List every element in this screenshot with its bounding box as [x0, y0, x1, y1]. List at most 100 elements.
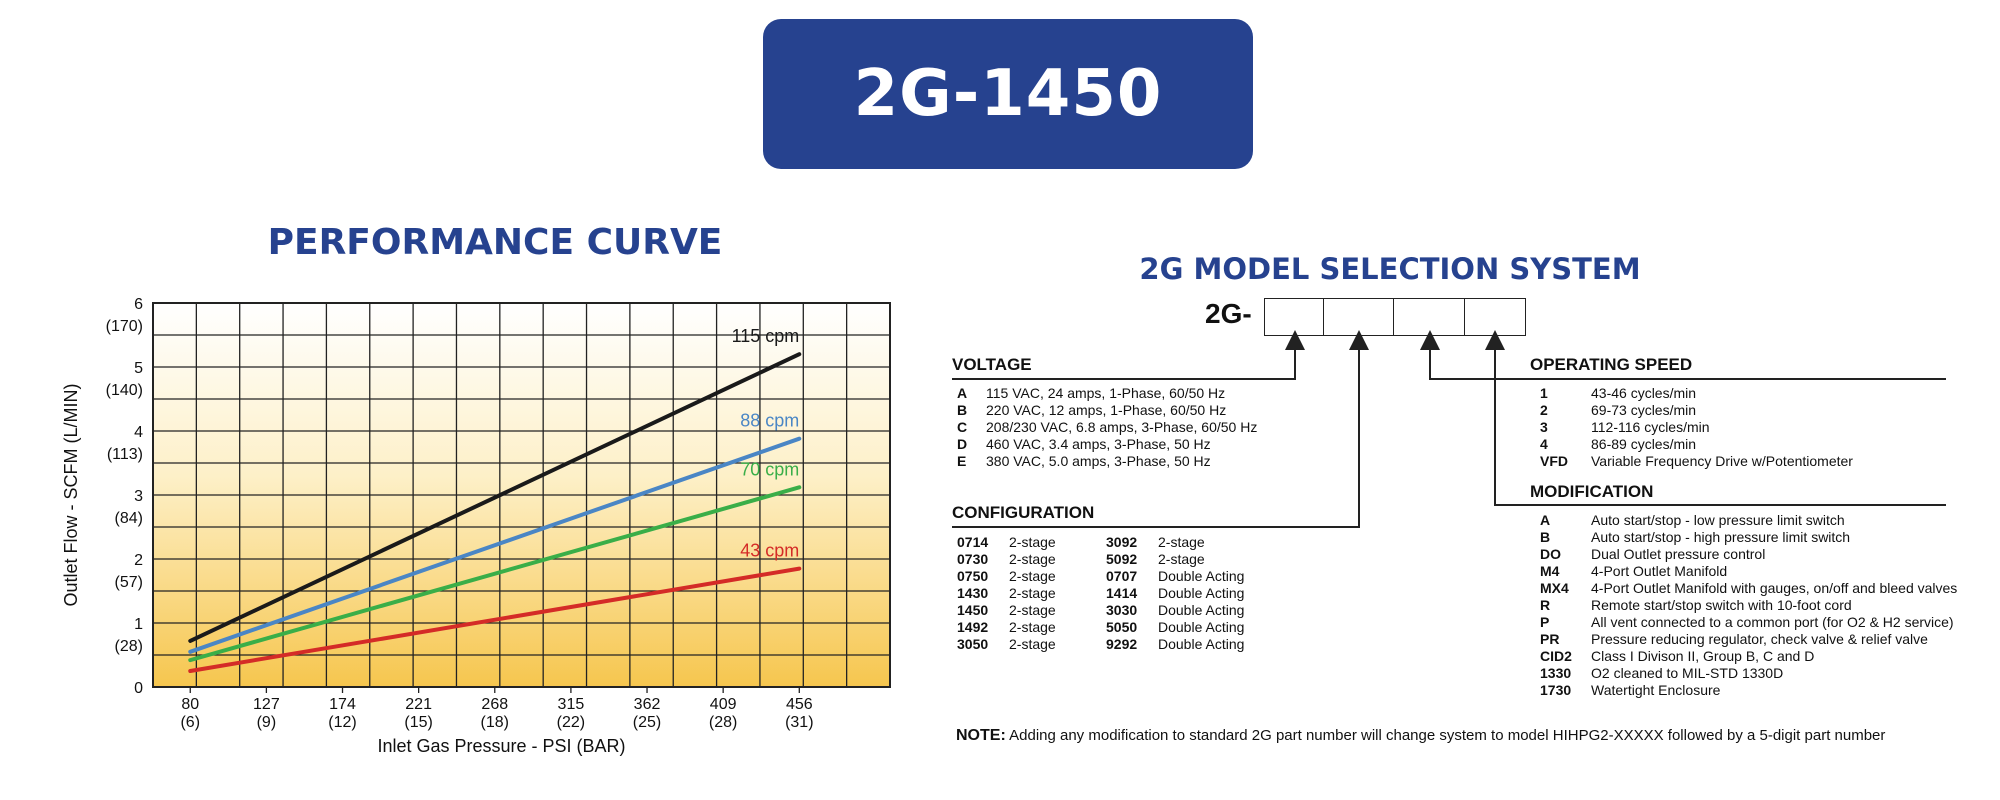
configuration-option-description: Double Acting	[1158, 585, 1245, 601]
configuration-option-description: 2-stage	[1009, 636, 1056, 652]
modification-option-code: CID2	[1540, 648, 1572, 664]
modification-option-description: Remote start/stop switch with 10-foot co…	[1591, 597, 1852, 613]
speed-code-box	[1393, 298, 1466, 336]
modification-option-description: Pressure reducing regulator, check valve…	[1591, 631, 1928, 647]
configuration-option: 3050 2-stage	[957, 636, 1056, 653]
configuration-option: 0730 2-stage	[957, 551, 1056, 568]
y-tick-sublabel: (84)	[115, 510, 143, 527]
y-tick-label: 3	[134, 488, 143, 505]
configuration-option: 1492 2-stage	[957, 619, 1056, 636]
voltage-option: D 460 VAC, 3.4 amps, 3-Phase, 50 Hz	[957, 436, 1211, 453]
series-label: 43 cpm	[740, 541, 799, 561]
x-tick-sublabel: (31)	[785, 714, 813, 731]
configuration-option-description: Double Acting	[1158, 568, 1245, 584]
model-selection-title: 2G MODEL SELECTION SYSTEM	[1139, 252, 1641, 286]
voltage-option-code: C	[957, 419, 968, 435]
modification-option-description: 4-Port Outlet Manifold with gauges, on/o…	[1591, 580, 1958, 596]
operating-speed-option: 4 86-89 cycles/min	[1540, 436, 1696, 453]
y-tick-label: 6	[134, 296, 143, 313]
y-tick-label: 2	[134, 552, 143, 569]
operating-speed-option-description: 112-116 cycles/min	[1591, 419, 1710, 435]
operating-speed-option-description: 86-89 cycles/min	[1591, 436, 1697, 452]
modification-option-description: Auto start/stop - high pressure limit sw…	[1591, 529, 1851, 545]
modification-heading: MODIFICATION	[1530, 482, 1654, 501]
model-prefix: 2G-	[1205, 298, 1252, 329]
voltage-option-code: D	[957, 436, 968, 452]
modification-option: MX4 4-Port Outlet Manifold with gauges, o…	[1540, 580, 1957, 597]
configuration-option-description: 2-stage	[1009, 585, 1056, 601]
operating-speed-option: VFD Variable Frequency Drive w/Potentiome…	[1540, 453, 1853, 470]
configuration-option: 1430 2-stage	[957, 585, 1056, 602]
x-tick-label: 174	[329, 696, 356, 713]
operating-speed-option-description: Variable Frequency Drive w/Potentiometer	[1591, 453, 1853, 469]
configuration-option-code: 1430	[957, 585, 989, 601]
modification-option: B Auto start/stop - high pressure limit s…	[1540, 529, 1850, 546]
configuration-heading: CONFIGURATION	[952, 503, 1095, 522]
operating-speed-option-code: VFD	[1540, 453, 1568, 469]
configuration-option-description: Double Acting	[1158, 619, 1245, 635]
y-tick-sublabel: (57)	[115, 574, 143, 591]
voltage-connector	[952, 330, 1305, 380]
y-tick-label: 0	[134, 680, 143, 697]
x-tick-sublabel: (12)	[328, 714, 356, 731]
configuration-option: 1450 2-stage	[957, 602, 1056, 619]
modification-option: P All vent connected to a common port (fo…	[1540, 614, 1954, 631]
x-tick-label: 362	[634, 696, 661, 713]
x-axis-title: Inlet Gas Pressure - PSI (BAR)	[377, 736, 625, 756]
modification-option: A Auto start/stop - low pressure limit sw…	[1540, 512, 1845, 529]
series-line	[188, 352, 802, 643]
modification-option-code: 1330	[1540, 665, 1572, 681]
plot-frame	[152, 302, 891, 688]
modification-option-description: 4-Port Outlet Manifold	[1591, 563, 1728, 579]
modification-option: CID2 Class I Divison II, Group B, C and D	[1540, 648, 1814, 665]
voltage-option-code: B	[957, 402, 968, 418]
configuration-option-description: 2-stage	[1009, 602, 1056, 618]
series-label: 115 cpm	[732, 326, 800, 346]
configuration-option: 0707 Double Acting	[1106, 568, 1244, 585]
modification-option-code: 1730	[1540, 682, 1572, 698]
configuration-option-code: 9292	[1106, 636, 1138, 652]
series-line	[188, 436, 802, 654]
x-tick-label: 268	[481, 696, 508, 713]
configuration-option: 9292 Double Acting	[1106, 636, 1244, 653]
x-tick-sublabel: (28)	[709, 714, 737, 731]
operating-speed-option-description: 43-46 cycles/min	[1591, 385, 1697, 401]
operating-speed-heading: OPERATING SPEED	[1530, 355, 1693, 374]
configuration-connector	[952, 330, 1369, 528]
y-tick-label: 4	[134, 424, 143, 441]
speed-connector	[1420, 330, 1946, 380]
modification-option-description: Class I Divison II, Group B, C and D	[1591, 648, 1815, 664]
configuration-option-description: 2-stage	[1009, 534, 1056, 550]
x-tick-sublabel: (6)	[180, 714, 200, 731]
modification-option-description: All vent connected to a common port (for…	[1591, 614, 1954, 630]
voltage-code-box	[1264, 298, 1325, 336]
model-banner: 2G-1450	[763, 19, 1253, 169]
voltage-option: E 380 VAC, 5.0 amps, 3-Phase, 50 Hz	[957, 453, 1211, 470]
voltage-option: B 220 VAC, 12 amps, 1-Phase, 60/50 Hz	[957, 402, 1226, 419]
y-tick-sublabel: (170)	[106, 318, 143, 335]
x-tick-label: 409	[710, 696, 737, 713]
x-tick-label: 80	[181, 696, 199, 713]
voltage-option-description: 220 VAC, 12 amps, 1-Phase, 60/50 Hz	[986, 402, 1227, 418]
configuration-option-description: 2-stage	[1009, 619, 1056, 635]
configuration-option: 1414 Double Acting	[1106, 585, 1244, 602]
note-label: NOTE:	[956, 727, 1006, 744]
voltage-option-code: E	[957, 453, 967, 469]
modification-option-code: B	[1540, 529, 1551, 545]
voltage-option: A 115 VAC, 24 amps, 1-Phase, 60/50 Hz	[957, 385, 1225, 402]
configuration-option: 5092 2-stage	[1106, 551, 1205, 568]
series-line	[188, 566, 802, 673]
configuration-option-code: 5092	[1106, 551, 1138, 567]
modification-option: DO Dual Outlet pressure control	[1540, 546, 1765, 563]
operating-speed-option-code: 4	[1540, 436, 1548, 452]
series-label: 70 cpm	[740, 459, 799, 479]
configuration-option-code: 1414	[1106, 585, 1138, 601]
configuration-option-code: 3050	[957, 636, 989, 652]
voltage-option-description: 380 VAC, 5.0 amps, 3-Phase, 50 Hz	[986, 453, 1211, 469]
voltage-option-description: 208/230 VAC, 6.8 amps, 3-Phase, 60/50 Hz	[986, 419, 1258, 435]
configuration-option-code: 0714	[957, 534, 989, 550]
configuration-option-code: 1450	[957, 602, 989, 618]
x-tick-label: 315	[558, 696, 585, 713]
y-tick-sublabel: (113)	[107, 446, 143, 463]
